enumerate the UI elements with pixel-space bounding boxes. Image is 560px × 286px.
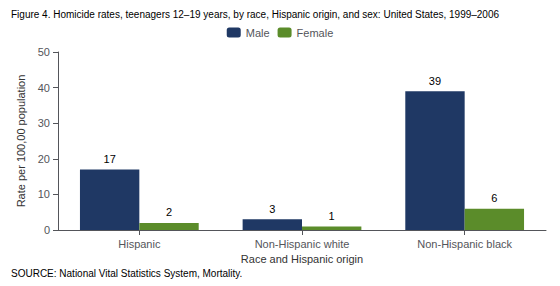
svg-text:10: 10 [38, 188, 50, 200]
svg-text:Hispanic: Hispanic [118, 238, 161, 250]
svg-text:Non-Hispanic black: Non-Hispanic black [417, 238, 512, 250]
svg-text:2: 2 [166, 206, 172, 218]
svg-text:0: 0 [44, 224, 50, 236]
svg-text:Rate per 100,00 population: Rate per 100,00 population [15, 75, 27, 208]
svg-text:SOURCE: National Vital Statist: SOURCE: National Vital Statistics System… [11, 268, 242, 279]
svg-text:Race and Hispanic origin: Race and Hispanic origin [241, 253, 363, 265]
svg-text:1: 1 [329, 210, 335, 222]
svg-text:39: 39 [429, 75, 441, 87]
svg-text:3: 3 [269, 203, 275, 215]
svg-text:Figure 4. Homicide rates, teen: Figure 4. Homicide rates, teenagers 12–1… [11, 9, 499, 20]
svg-text:40: 40 [38, 82, 50, 94]
svg-text:6: 6 [491, 192, 497, 204]
svg-text:Non-Hispanic white: Non-Hispanic white [255, 238, 350, 250]
svg-text:17: 17 [104, 153, 116, 165]
svg-text:Male: Male [246, 27, 270, 39]
svg-text:20: 20 [38, 153, 50, 165]
svg-text:50: 50 [38, 46, 50, 58]
svg-text:30: 30 [38, 117, 50, 129]
svg-text:Female: Female [297, 27, 334, 39]
